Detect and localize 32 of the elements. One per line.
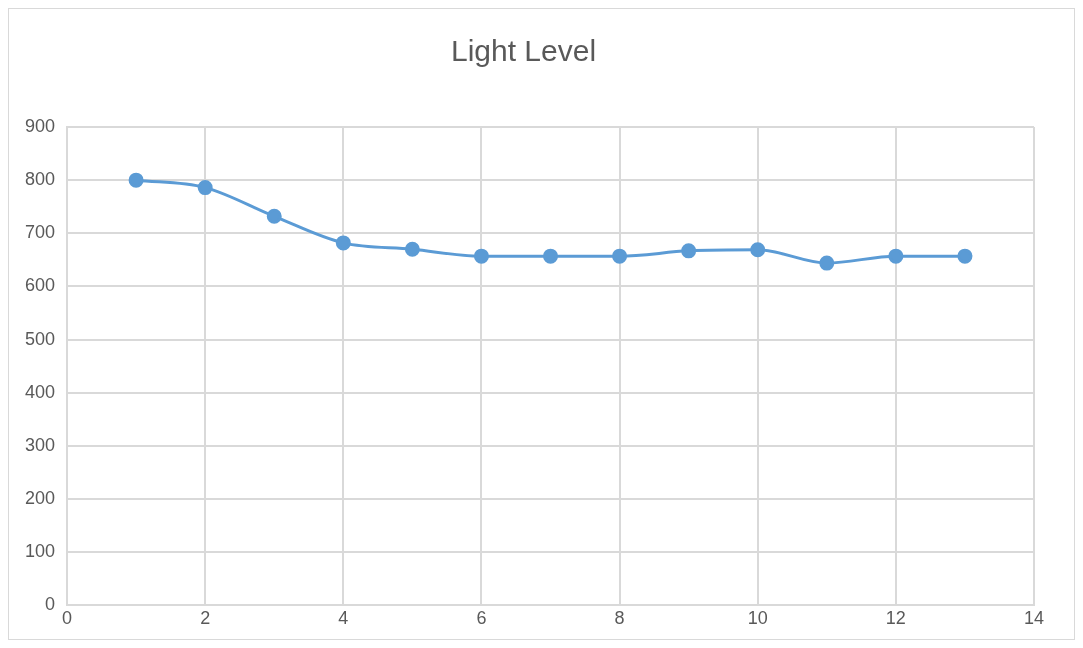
y-tick-label: 300 [24, 434, 56, 455]
point [888, 248, 904, 264]
x-tick-label: 4 [338, 608, 349, 629]
y-tick-label: 600 [24, 275, 56, 296]
y-tick-label: 100 [24, 541, 56, 562]
y-tick-label: 400 [24, 381, 56, 402]
point [543, 248, 559, 264]
point [612, 248, 628, 264]
point [266, 208, 282, 224]
y-tick-label: 0 [45, 594, 56, 615]
point [681, 243, 697, 259]
point [750, 242, 766, 258]
y-tick-label: 900 [24, 115, 56, 136]
point [335, 235, 351, 251]
x-tick-label: 2 [200, 608, 211, 629]
point [957, 248, 973, 264]
y-tick-label: 500 [24, 328, 56, 349]
chart-title: Light Level [450, 34, 597, 68]
y-tick-label: 800 [24, 169, 56, 190]
point [473, 248, 489, 264]
y-tick-label: 700 [24, 222, 56, 243]
point [197, 180, 213, 196]
x-tick-label: 0 [62, 608, 73, 629]
y-tick-label: 200 [24, 488, 56, 509]
x-tick-label: 12 [885, 608, 906, 629]
x-tick-label: 14 [1023, 608, 1045, 629]
point [404, 241, 420, 257]
x-tick-label: 10 [747, 608, 768, 629]
x-tick-label: 8 [614, 608, 625, 629]
x-tick-label: 6 [476, 608, 487, 629]
point [819, 255, 835, 271]
point [128, 172, 144, 188]
